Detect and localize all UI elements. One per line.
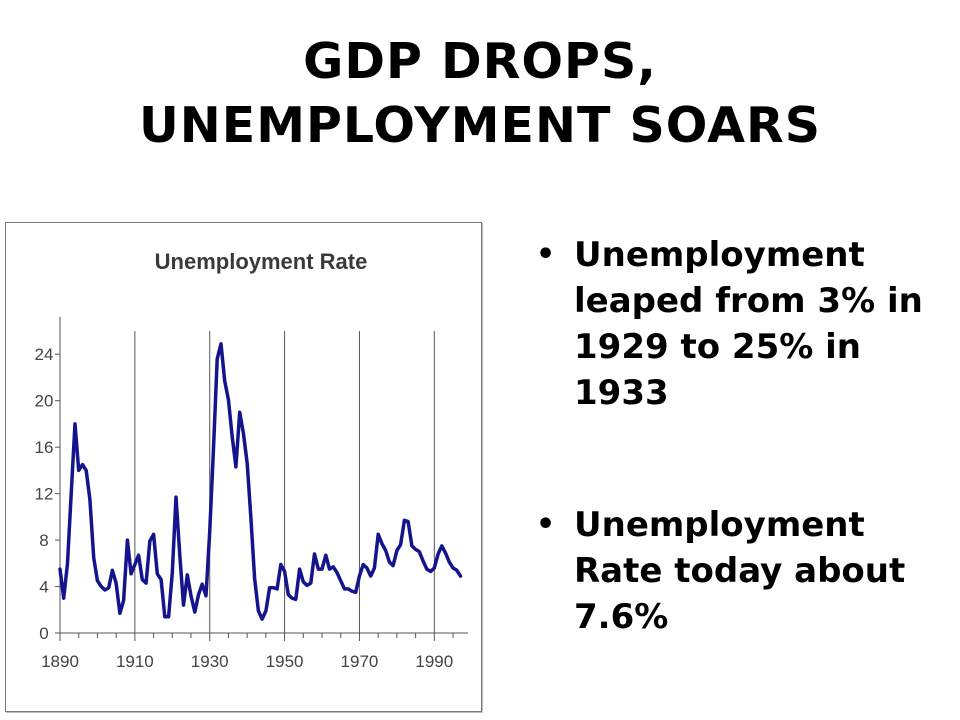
y-tick-label: 4: [39, 578, 48, 597]
y-tick-label: 0: [39, 624, 48, 643]
bullet-list: • Unemployment leaped from 3% in 1929 to…: [530, 232, 960, 640]
slide-title-line-1: GDP DROPS,: [303, 33, 657, 90]
x-tick-label: 1890: [41, 652, 79, 671]
y-tick-label: 16: [35, 438, 54, 457]
bullet-marker: •: [536, 507, 556, 542]
slide-title: GDP DROPS, UNEMPLOYMENT SOARS: [0, 30, 960, 158]
x-tick-label: 1910: [116, 652, 154, 671]
y-tick-label: 20: [35, 392, 54, 411]
x-tick-label: 1930: [191, 652, 229, 671]
chart-canvas: Unemployment Rate 0 4 8 12 16 20 24 1890 1910 193…: [35, 249, 468, 671]
chart-gridlines: [134, 331, 435, 633]
chart-tick-labels: 0 4 8 12 16 20 24 1890 1910 1930 1950 1970 1990: [35, 345, 454, 671]
slide-title-line-2: UNEMPLOYMENT SOARS: [138, 97, 822, 154]
unemployment-chart: Unemployment Rate 0 4 8 12 16 20 24 1890 1910 193…: [5, 222, 482, 712]
x-tick-label: 1970: [341, 652, 379, 671]
y-tick-label: 8: [39, 531, 48, 550]
unemployment-series-line: [58, 342, 463, 621]
bullet-item: • Unemployment leaped from 3% in 1929 to…: [530, 232, 960, 416]
x-tick-label: 1990: [415, 652, 453, 671]
chart-series: [58, 342, 463, 621]
bullet-marker: •: [536, 237, 556, 272]
x-tick-label: 1950: [266, 652, 304, 671]
chart-title: Unemployment Rate: [155, 249, 368, 274]
y-tick-label: 24: [35, 345, 54, 364]
bullet-item: • Unemployment Rate today about 7.6%: [530, 502, 960, 640]
bullet-text: Unemployment leaped from 3% in 1929 to 2…: [574, 235, 923, 413]
y-tick-label: 12: [35, 485, 54, 504]
bullet-text: Unemployment Rate today about 7.6%: [574, 505, 906, 637]
